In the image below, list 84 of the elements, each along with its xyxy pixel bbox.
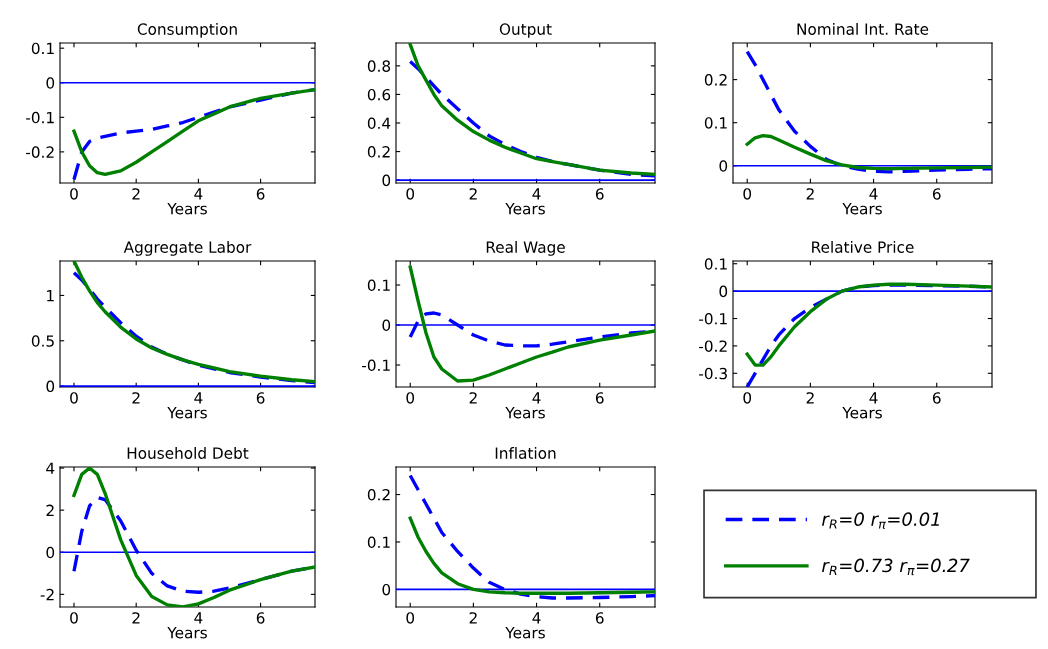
y-tick-label: 0.1: [704, 258, 727, 270]
y-tick-label: 0: [382, 583, 391, 596]
x-tick-label: 4: [869, 392, 878, 404]
y-tick-label: -0.1: [362, 359, 390, 372]
chart-title: Household Debt: [127, 447, 249, 459]
x-tick-label: 4: [532, 392, 541, 404]
x-axis-title: Years: [505, 627, 545, 639]
x-axis-title: Years: [167, 203, 207, 215]
y-tick-label: 0: [382, 174, 391, 187]
x-tick-label: 4: [532, 188, 541, 200]
line-series: [408, 265, 655, 383]
y-tick-label: -0.3: [699, 367, 727, 380]
x-axis-title: Years: [167, 407, 207, 419]
y-tick-label: 0: [46, 380, 55, 393]
x-tick-label: 0: [406, 188, 415, 200]
y-tick-label: 0.2: [704, 74, 727, 86]
x-tick-label: 0: [743, 188, 752, 200]
x-tick-label: 6: [256, 188, 265, 200]
y-tick-label: 1: [47, 290, 54, 302]
y-tick-label: 0.1: [704, 117, 727, 129]
x-tick-label: 4: [869, 188, 878, 200]
x-tick-label: 0: [70, 188, 78, 200]
x-tick-label: 2: [806, 188, 814, 200]
y-tick-label: 0.1: [31, 42, 54, 55]
chart-title: Aggregate Labor: [123, 241, 252, 256]
x-tick-label: 6: [932, 392, 941, 404]
y-tick-label: 4: [46, 462, 55, 474]
x-tick-label: 2: [132, 612, 140, 624]
chart-title: Inflation: [495, 447, 556, 459]
y-tick-label: 0.4: [367, 117, 391, 130]
legend-label: r$_{R}$=0 r$_{π}$=0.01: [822, 512, 939, 529]
x-tick-label: 0: [70, 612, 78, 624]
line-series: [745, 282, 992, 367]
x-tick-label: 4: [194, 612, 203, 624]
x-tick-label: 2: [806, 392, 814, 404]
x-tick-label: 6: [256, 392, 265, 404]
y-tick-label: 0: [719, 285, 728, 298]
x-tick-label: 6: [595, 188, 604, 200]
legend-label: r$_{R}$=0.73 r$_{π}$=0.27: [822, 558, 970, 576]
y-tick-label: 2: [46, 504, 54, 516]
y-tick-label: 0: [719, 160, 728, 172]
x-tick-label: 2: [132, 392, 140, 404]
x-tick-label: 0: [406, 392, 415, 404]
x-tick-label: 4: [532, 612, 541, 624]
chart-title: Output: [499, 23, 552, 38]
x-axis-title: Years: [167, 627, 207, 639]
y-tick-label: -2: [40, 588, 54, 601]
y-tick-label: 0.2: [367, 488, 390, 501]
y-tick-label: -0.1: [699, 312, 727, 325]
y-tick-label: -0.2: [699, 340, 727, 352]
x-tick-label: 2: [132, 188, 140, 200]
y-tick-label: 0.6: [367, 88, 391, 101]
y-tick-label: 0.2: [367, 146, 390, 158]
y-tick-label: 0.8: [367, 60, 391, 72]
line-series: [745, 133, 992, 171]
x-tick-label: 2: [469, 392, 477, 404]
chart-title: Nominal Int. Rate: [797, 23, 929, 35]
x-tick-label: 6: [595, 392, 604, 404]
x-tick-label: 0: [743, 392, 752, 404]
chart-title: Real Wage: [486, 241, 565, 256]
y-tick-label: 0: [46, 77, 55, 89]
x-tick-label: 4: [194, 392, 203, 404]
x-axis-title: Years: [505, 203, 545, 215]
x-tick-label: 2: [469, 612, 477, 624]
x-axis-title: Years: [842, 407, 882, 419]
x-tick-label: 6: [595, 612, 604, 624]
x-tick-label: 2: [469, 188, 477, 200]
y-tick-label: -0.1: [26, 111, 54, 124]
x-tick-label: 0: [406, 612, 415, 624]
x-axis-title: Years: [505, 407, 545, 419]
x-tick-label: 6: [932, 188, 941, 200]
x-tick-label: 6: [256, 612, 265, 624]
y-tick-label: 0.5: [31, 335, 54, 347]
y-tick-label: 0.1: [367, 536, 390, 548]
chart-title: Consumption: [137, 23, 237, 38]
chart-title: Relative Price: [812, 241, 914, 253]
x-tick-label: 0: [70, 392, 78, 404]
x-tick-label: 4: [194, 188, 203, 200]
y-tick-label: 0.1: [367, 279, 390, 292]
y-tick-label: -0.2: [26, 146, 54, 158]
y-tick-label: 0: [382, 319, 391, 332]
y-tick-label: 0: [46, 546, 55, 559]
x-axis-title: Years: [842, 203, 882, 215]
line-series: [408, 516, 655, 595]
